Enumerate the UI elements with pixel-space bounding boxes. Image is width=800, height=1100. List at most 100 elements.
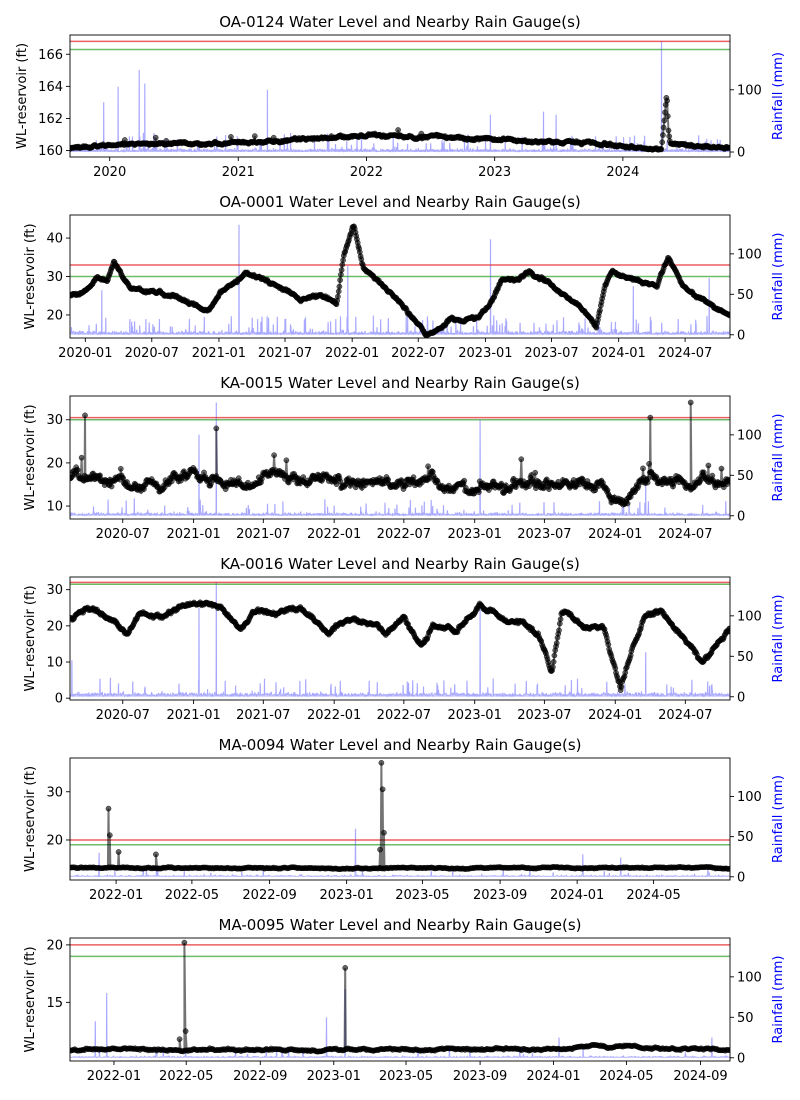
x-tick-label: 2022-07 [377, 708, 431, 723]
y-tick-label: 20 [46, 456, 63, 471]
y2-tick-label: 100 [737, 970, 762, 985]
water-level-point [624, 500, 631, 507]
water-level-point [337, 277, 343, 283]
water-level-point [526, 483, 532, 490]
x-tick-label: 2022-09 [242, 888, 296, 903]
y-axis-label: WL-reservoir (ft) [23, 585, 38, 691]
x-tick-label: 2023-07 [517, 708, 571, 723]
x-tick-label: 2023-01 [319, 888, 373, 903]
x-tick-label: 2021-01 [166, 527, 220, 542]
y2-tick-label: 100 [737, 428, 762, 443]
water-level-point [82, 412, 88, 419]
water-level-point [660, 132, 666, 138]
x-tick-label: 2022-05 [165, 888, 219, 903]
water-level-point [461, 477, 468, 484]
water-level-point [338, 267, 345, 273]
water-level-point [381, 829, 387, 836]
x-tick-label: 2024-07 [658, 346, 712, 361]
water-level-point [605, 641, 612, 648]
y2-tick-label: 50 [737, 830, 754, 845]
x-tick-label: 2020-01 [58, 346, 112, 361]
y2-tick-label: 100 [737, 790, 762, 805]
water-level-point [664, 113, 671, 120]
water-level-point [727, 477, 730, 483]
y-tick-label: 30 [46, 785, 63, 800]
water-level-points [70, 599, 730, 694]
x-tick-label: 2024-01 [591, 346, 645, 361]
y-axis-label: WL-reservoir (ft) [23, 223, 38, 329]
y2-tick-label: 100 [737, 609, 762, 624]
x-tick-label: 2022-01 [89, 888, 143, 903]
water-level-point [687, 399, 694, 406]
water-level-point [597, 307, 603, 314]
rainfall-series [70, 224, 730, 335]
y2-tick-label: 0 [737, 328, 745, 343]
x-tick-label: 2023 [478, 165, 511, 180]
water-level-point [153, 851, 159, 858]
water-level-point [283, 457, 290, 464]
y-tick-label: 30 [46, 583, 63, 598]
water-level-point [658, 146, 665, 153]
y-tick-label: 10 [46, 656, 63, 671]
water-level-point [727, 1047, 730, 1053]
y-tick-label: 15 [46, 996, 63, 1011]
water-level-point [551, 652, 558, 659]
x-tick-label: 2023-01 [448, 527, 502, 542]
y-tick-label: 164 [38, 80, 63, 95]
rainfall-series [70, 828, 730, 877]
water-level-point [727, 625, 730, 632]
axes-frame [69, 395, 731, 520]
water-level-point [97, 472, 103, 479]
y2-tick-label: 100 [737, 83, 762, 98]
chart-title: OA-0124 Water Level and Nearby Rain Gaug… [219, 13, 581, 31]
water-level-point [557, 616, 564, 623]
water-level-point [181, 939, 188, 946]
water-level-point [335, 293, 341, 300]
water-level-point [338, 271, 344, 278]
chart-title: OA-0001 Water Level and Nearby Rain Gaug… [219, 193, 581, 211]
rainfall-series [70, 402, 730, 516]
water-level-point [646, 461, 652, 467]
water-level-points [70, 94, 730, 153]
water-level-point [379, 786, 386, 793]
rainfall-line [70, 41, 730, 154]
y2-tick-label: 50 [737, 288, 754, 303]
y-tick-label: 162 [38, 112, 63, 127]
y-axis-label: WL-reservoir (ft) [15, 43, 30, 149]
x-tick-label: 2024-01 [526, 1069, 580, 1084]
x-tick-label: 2024-07 [658, 527, 712, 542]
x-tick-label: 2023-01 [448, 708, 502, 723]
chart-title: KA-0016 Water Level and Nearby Rain Gaug… [220, 555, 580, 573]
y2-axis-label: Rainfall (mm) [771, 775, 786, 863]
water-level-point [106, 832, 113, 839]
water-level-point [659, 139, 666, 146]
y-tick-label: 30 [46, 413, 63, 428]
water-level-point [618, 684, 625, 690]
y2-tick-label: 100 [737, 247, 762, 262]
water-level-line [70, 762, 730, 871]
y2-axis-label: Rainfall (mm) [771, 414, 786, 502]
rainfall-line [70, 224, 730, 337]
x-tick-label: 2022-07 [391, 346, 445, 361]
water-level-point [726, 865, 730, 872]
water-level-point [425, 463, 431, 470]
water-level-point [377, 846, 383, 853]
y2-tick-label: 50 [737, 1011, 754, 1026]
rainfall-line [70, 581, 730, 699]
x-tick-label: 2023-09 [453, 1069, 507, 1084]
water-level-point [78, 454, 85, 461]
water-level-point [664, 97, 670, 104]
y2-tick-label: 0 [737, 690, 745, 705]
y2-axis-label: Rainfall (mm) [771, 233, 786, 321]
y2-tick-label: 0 [737, 1051, 745, 1066]
water-level-point [518, 456, 525, 463]
y2-tick-label: 0 [737, 509, 745, 524]
x-tick-label: 2022-01 [87, 1069, 141, 1084]
axes-frame [69, 576, 731, 701]
